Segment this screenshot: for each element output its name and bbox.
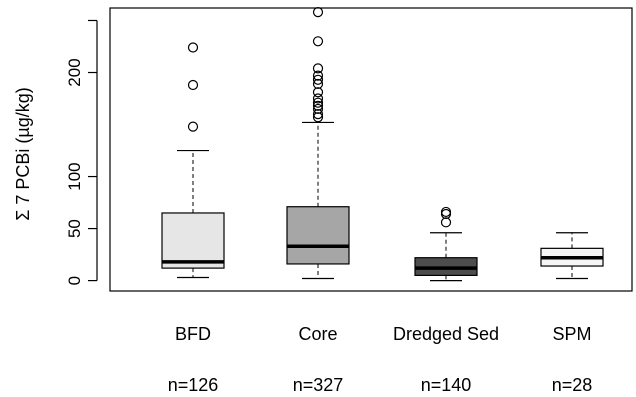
boxes-group <box>161 7 604 282</box>
iqr-box <box>286 206 350 265</box>
sample-size-label: n=140 <box>421 375 472 395</box>
y-axis-label: Σ 7 PCBi (µg/kg) <box>13 87 33 221</box>
plot-frame <box>109 7 633 292</box>
category-labels: BFD n=126 Core n=327 Dredged Sed n=140 SPM n=28 <box>168 324 593 395</box>
outlier-point <box>187 121 199 132</box>
outlier-point <box>312 70 324 81</box>
outlier-point <box>312 93 324 104</box>
outlier-point <box>440 217 452 228</box>
category-label: SPM <box>552 324 591 344</box>
y-axis-ticks: 0 50 100 200 <box>65 19 97 285</box>
outlier-point <box>312 74 324 85</box>
category-label: BFD <box>175 324 211 344</box>
box-core <box>286 7 350 280</box>
box-spm <box>540 232 604 280</box>
sample-size-label: n=327 <box>293 375 344 395</box>
y-tick-label: 100 <box>65 162 84 190</box>
outlier-point <box>312 109 324 120</box>
y-tick-label: 200 <box>65 58 84 86</box>
y-tick-label: 50 <box>65 219 84 238</box>
category-label: Core <box>298 324 337 344</box>
sample-size-label: n=126 <box>168 375 219 395</box>
iqr-box <box>161 212 225 269</box>
outlier-point <box>312 87 324 98</box>
outlier-point <box>440 208 452 220</box>
outlier-point <box>312 112 324 123</box>
outlier-point <box>312 103 324 115</box>
outlier-point <box>312 63 324 74</box>
category-label: Dredged Sed <box>393 324 499 344</box>
outlier-point <box>312 78 324 90</box>
box-dredged-sed <box>414 206 478 282</box>
outlier-point <box>312 7 324 18</box>
outlier-point <box>312 97 324 108</box>
outlier-point <box>440 206 452 218</box>
outlier-point <box>312 36 324 47</box>
box-bfd <box>161 42 225 279</box>
y-tick-label: 0 <box>65 276 84 285</box>
outlier-point <box>187 42 199 53</box>
sample-size-label: n=28 <box>552 375 593 395</box>
outlier-point <box>312 100 324 111</box>
outlier-point <box>187 79 199 91</box>
